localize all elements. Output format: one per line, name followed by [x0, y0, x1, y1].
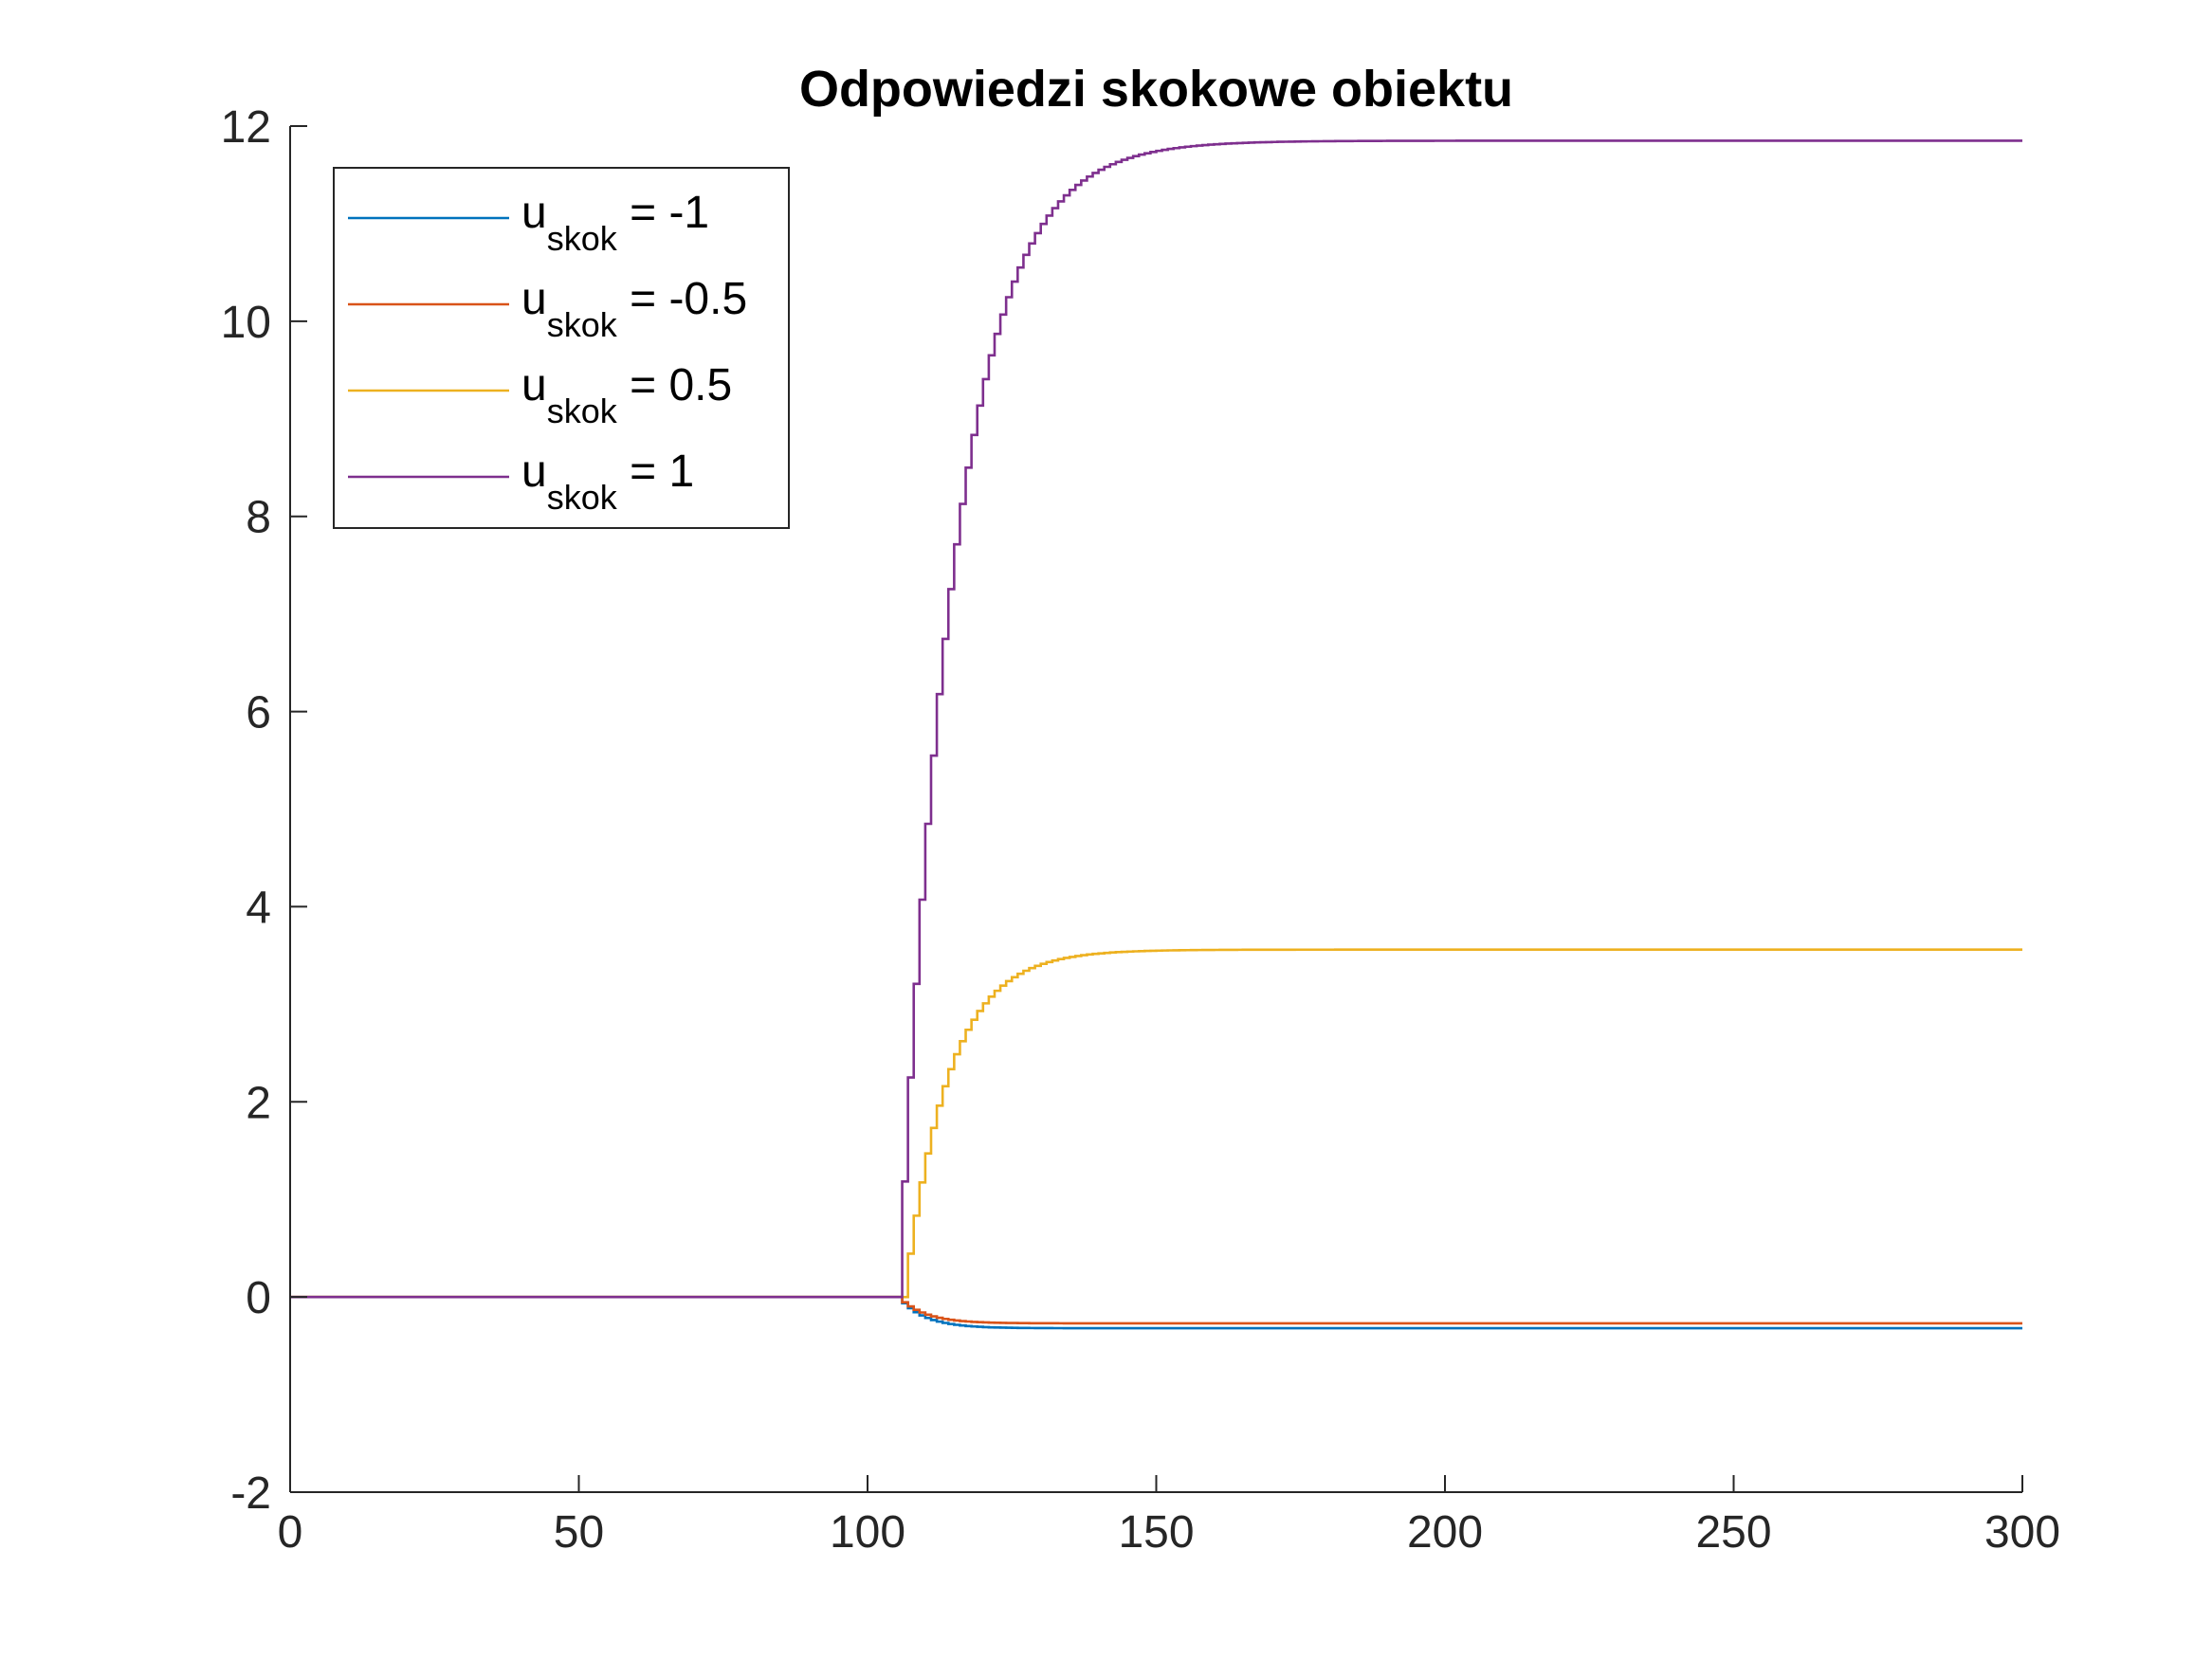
series-layer	[290, 139, 2022, 1330]
y-tick-label-5: 8	[246, 493, 271, 543]
y-tick-label-0: -2	[230, 1468, 271, 1519]
y-tick-label-4: 6	[246, 688, 271, 738]
x-tick-label-1: 50	[554, 1507, 604, 1558]
x-tick-label-2: 100	[830, 1507, 905, 1558]
x-tick-label-3: 150	[1118, 1507, 1194, 1558]
y-tick-label-1: 0	[246, 1273, 271, 1323]
legend-label-4: uskok = 1	[521, 447, 694, 517]
y-tick-label-6: 10	[221, 298, 271, 348]
legend-label-3: uskok = 0.5	[521, 360, 732, 430]
legend-label-2: uskok = -0.5	[521, 274, 747, 344]
x-tick-label-6: 300	[1984, 1507, 2060, 1558]
legend: uskok = -1 uskok = -0.5 uskok = 0.5 uskok =…	[333, 167, 790, 529]
legend-box	[333, 167, 790, 529]
chart-title: Odpowiedzi skokowe obiektu	[799, 61, 1513, 118]
series-line-4	[290, 139, 2022, 1299]
x-tick-label-5: 250	[1695, 1507, 1771, 1558]
x-tick-label-4: 200	[1407, 1507, 1483, 1558]
x-tick-label-0: 0	[278, 1507, 303, 1558]
y-tick-label-2: 2	[246, 1078, 271, 1128]
y-tick-label-7: 12	[221, 102, 271, 153]
y-tick-label-3: 4	[246, 883, 271, 933]
legend-entries: uskok = -1 uskok = -0.5 uskok = 0.5 uskok =…	[348, 188, 747, 517]
legend-label-1: uskok = -1	[521, 188, 709, 258]
